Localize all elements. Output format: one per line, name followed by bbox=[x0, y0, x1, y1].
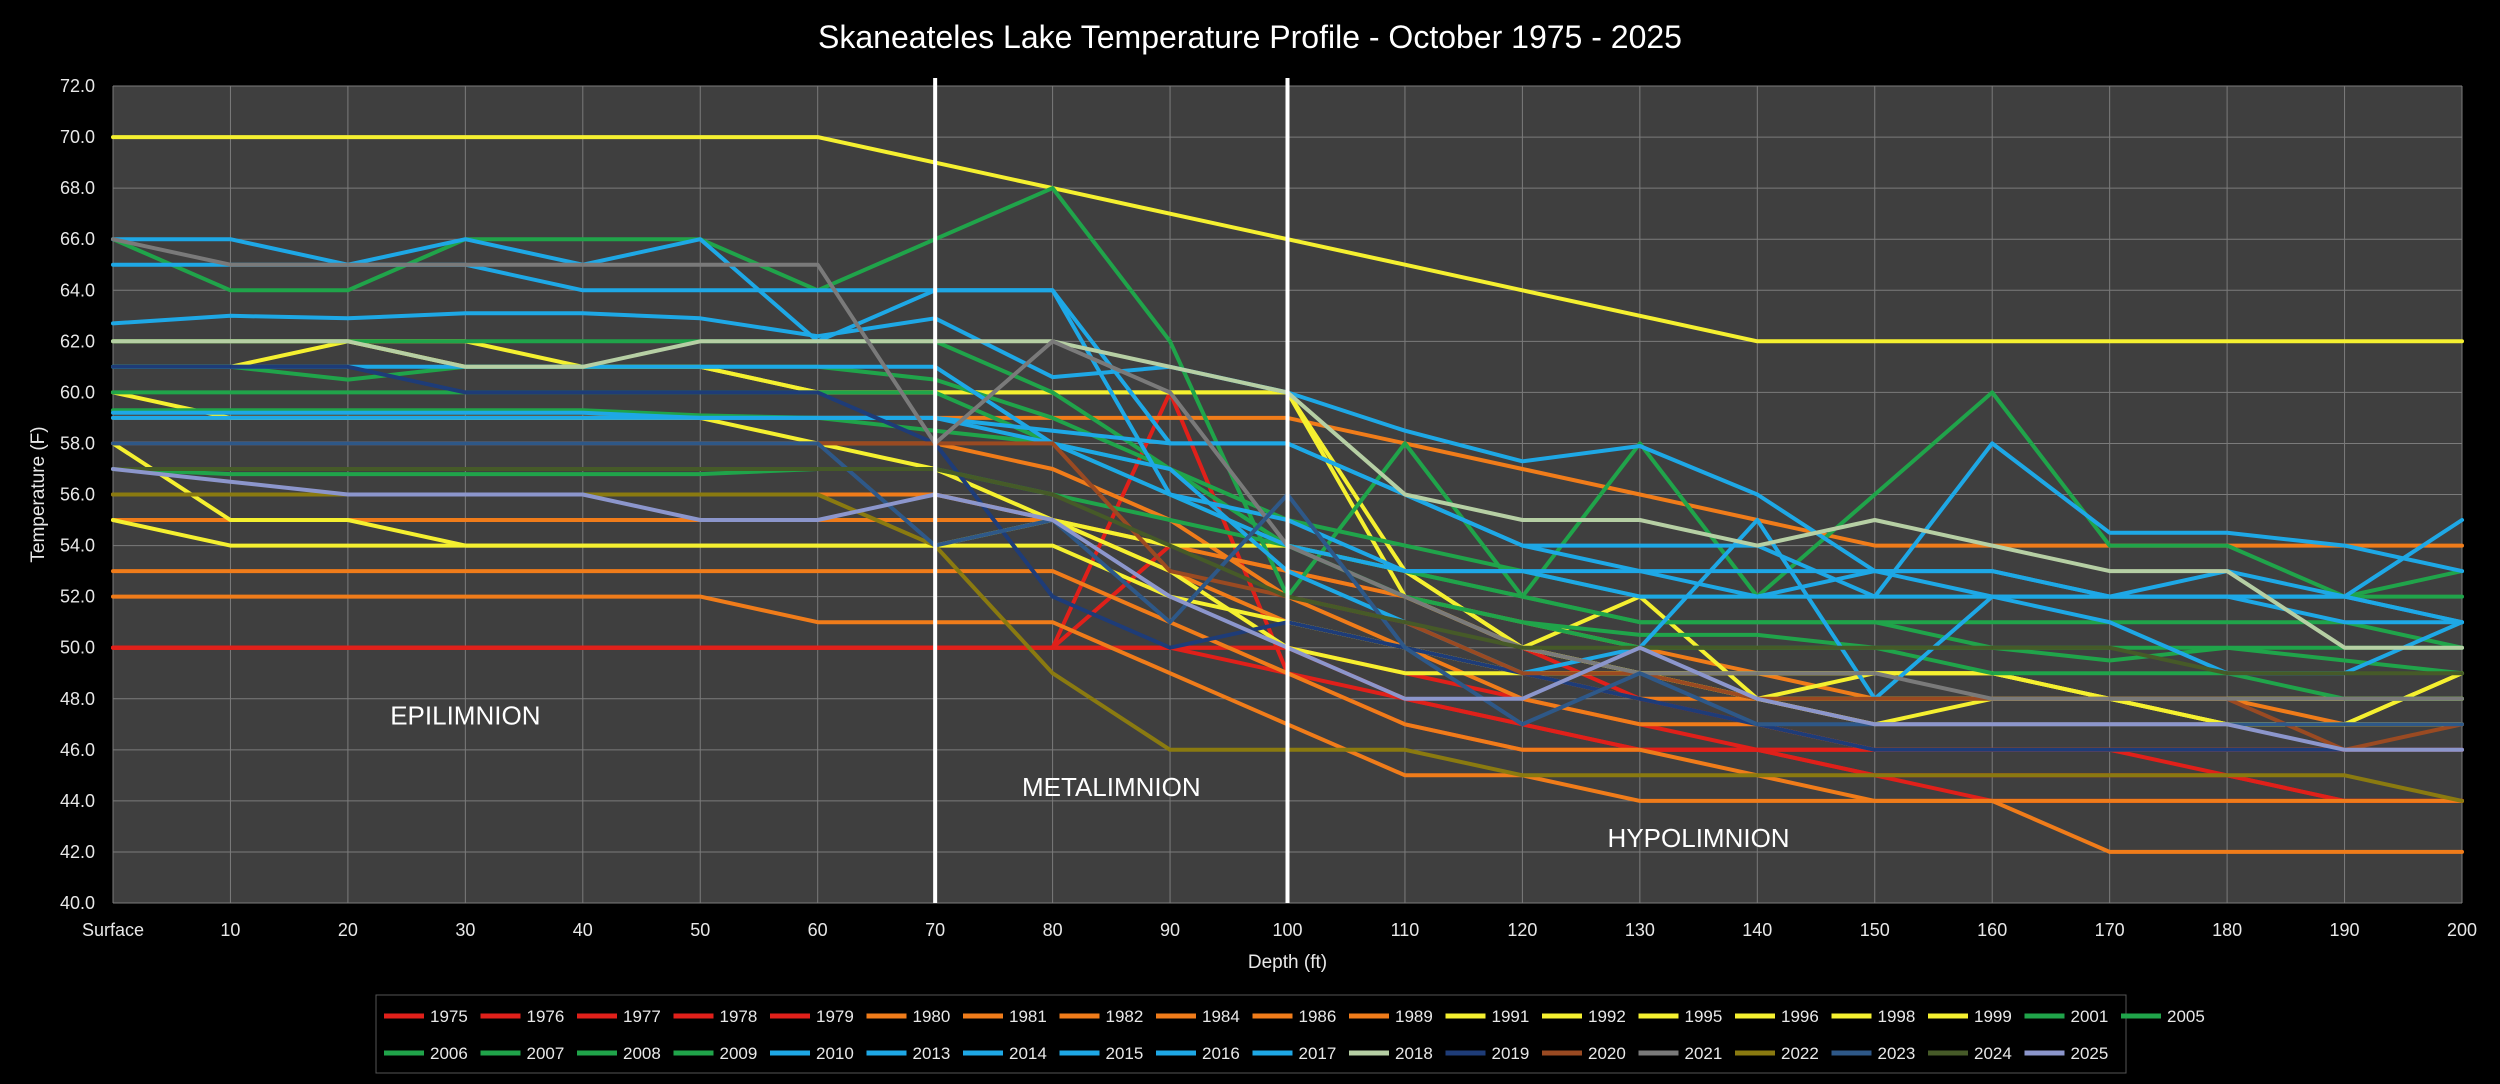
legend-label-2021: 2021 bbox=[1685, 1044, 1723, 1063]
x-tick-label: 170 bbox=[2095, 920, 2125, 940]
x-tick-label: 110 bbox=[1391, 920, 1420, 940]
legend-label-1977: 1977 bbox=[623, 1007, 661, 1026]
legend-label-2010: 2010 bbox=[816, 1044, 854, 1063]
legend-label-1978: 1978 bbox=[720, 1007, 758, 1026]
legend-label-1981: 1981 bbox=[1009, 1007, 1047, 1026]
y-axis-label: Temperature (F) bbox=[28, 426, 49, 562]
legend-label-1976: 1976 bbox=[527, 1007, 565, 1026]
legend-label-1996: 1996 bbox=[1781, 1007, 1819, 1026]
y-tick-label: 54.0 bbox=[60, 536, 95, 556]
legend-label-2001: 2001 bbox=[2071, 1007, 2109, 1026]
y-tick-label: 46.0 bbox=[60, 740, 95, 760]
x-tick-label: 150 bbox=[1860, 920, 1890, 940]
legend-label-2006: 2006 bbox=[430, 1044, 468, 1063]
x-tick-label: 20 bbox=[338, 920, 358, 940]
legend-label-2005: 2005 bbox=[2167, 1007, 2205, 1026]
zone-label: HYPOLIMNION bbox=[1608, 823, 1790, 853]
x-tick-label: 80 bbox=[1043, 920, 1063, 940]
legend-box bbox=[375, 994, 2127, 1074]
legend-label-1984: 1984 bbox=[1202, 1007, 1240, 1026]
legend-label-2014: 2014 bbox=[1009, 1044, 1047, 1063]
y-tick-label: 52.0 bbox=[60, 587, 95, 607]
x-tick-label: 120 bbox=[1507, 920, 1537, 940]
legend-label-1979: 1979 bbox=[816, 1007, 854, 1026]
x-axis-ticks: Surface 10 20 30 40 50 60 70 80 90 100 110 120 130 140… bbox=[82, 920, 2477, 940]
y-tick-label: 50.0 bbox=[60, 638, 95, 658]
legend-label-1989: 1989 bbox=[1395, 1007, 1433, 1026]
legend-label-2017: 2017 bbox=[1299, 1044, 1337, 1063]
legend-label-2009: 2009 bbox=[720, 1044, 758, 1063]
x-tick-label: 200 bbox=[2447, 920, 2477, 940]
x-axis-label: Depth (ft) bbox=[1248, 952, 1327, 973]
legend-label-1975: 1975 bbox=[430, 1007, 468, 1026]
x-tick-label: 70 bbox=[925, 920, 945, 940]
legend-label-1986: 1986 bbox=[1299, 1007, 1337, 1026]
y-tick-label: 42.0 bbox=[60, 842, 95, 862]
legend-label-1980: 1980 bbox=[913, 1007, 951, 1026]
y-tick-label: 68.0 bbox=[60, 178, 95, 198]
legend-label-1992: 1992 bbox=[1588, 1007, 1626, 1026]
zone-labels: EPILIMNION METALIMNION HYPOLIMNION bbox=[390, 700, 1789, 853]
y-tick-label: 70.0 bbox=[60, 127, 95, 147]
x-tick-label: 40 bbox=[573, 920, 593, 940]
x-tick-label: 50 bbox=[690, 920, 710, 940]
y-axis-ticks: 40.0 42.0 44.0 46.0 48.0 50.0 52.0 54.0 56.0 58.0… bbox=[60, 76, 95, 913]
y-tick-label: 40.0 bbox=[60, 893, 95, 913]
x-tick-label: 100 bbox=[1272, 920, 1302, 940]
x-tick-label: 190 bbox=[2330, 920, 2360, 940]
legend-label-2020: 2020 bbox=[1588, 1044, 1626, 1063]
legend-label-1995: 1995 bbox=[1685, 1007, 1723, 1026]
zone-boundaries bbox=[933, 78, 1290, 903]
legend-label-2018: 2018 bbox=[1395, 1044, 1433, 1063]
legend-label-2025: 2025 bbox=[2071, 1044, 2109, 1063]
x-tick-label: 160 bbox=[1977, 920, 2007, 940]
legend-label-2022: 2022 bbox=[1781, 1044, 1819, 1063]
chart-title: Skaneateles Lake Temperature Profile - O… bbox=[818, 19, 1682, 55]
legend-label-2015: 2015 bbox=[1106, 1044, 1144, 1063]
legend-label-2016: 2016 bbox=[1202, 1044, 1240, 1063]
x-tick-label: 90 bbox=[1160, 920, 1180, 940]
x-tick-label: 180 bbox=[2212, 920, 2242, 940]
legend-label-2019: 2019 bbox=[1492, 1044, 1530, 1063]
legend-label-2007: 2007 bbox=[527, 1044, 565, 1063]
y-tick-label: 48.0 bbox=[60, 689, 95, 709]
zone-label: EPILIMNION bbox=[390, 700, 540, 730]
y-tick-label: 44.0 bbox=[60, 791, 95, 811]
legend-label-1982: 1982 bbox=[1106, 1007, 1144, 1026]
legend-label-2024: 2024 bbox=[1974, 1044, 2012, 1063]
legend: 1975 1976 1977 1978 1979 1980 1981 1982 1984 1986… bbox=[384, 1007, 2205, 1063]
legend-label-1998: 1998 bbox=[1878, 1007, 1916, 1026]
y-tick-label: 58.0 bbox=[60, 433, 95, 453]
x-tick-label: 30 bbox=[455, 920, 475, 940]
x-tick-label: 130 bbox=[1625, 920, 1655, 940]
y-tick-label: 64.0 bbox=[60, 280, 95, 300]
legend-label-2008: 2008 bbox=[623, 1044, 661, 1063]
y-tick-label: 56.0 bbox=[60, 485, 95, 505]
x-tick-label: 60 bbox=[808, 920, 828, 940]
x-tick-label: 10 bbox=[220, 920, 240, 940]
zone-label: METALIMNION bbox=[1022, 772, 1201, 802]
legend-label-1991: 1991 bbox=[1492, 1007, 1530, 1026]
legend-label-2013: 2013 bbox=[913, 1044, 951, 1063]
y-tick-label: 66.0 bbox=[60, 229, 95, 249]
x-tick-label: Surface bbox=[82, 920, 144, 940]
y-tick-label: 62.0 bbox=[60, 331, 95, 351]
y-tick-label: 60.0 bbox=[60, 382, 95, 402]
legend-label-1999: 1999 bbox=[1974, 1007, 2012, 1026]
x-tick-label: 140 bbox=[1742, 920, 1772, 940]
y-tick-label: 72.0 bbox=[60, 76, 95, 96]
legend-label-2023: 2023 bbox=[1878, 1044, 1916, 1063]
